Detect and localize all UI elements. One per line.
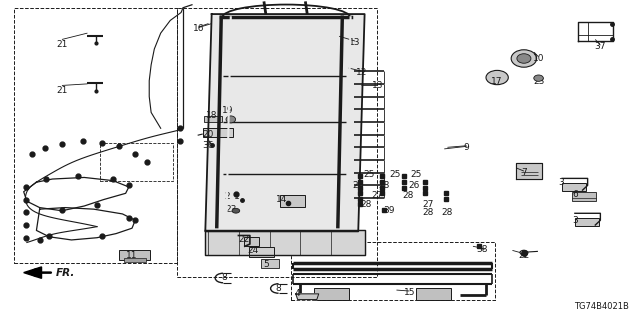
Text: 22: 22 bbox=[518, 251, 529, 260]
Text: 15: 15 bbox=[403, 288, 415, 297]
Text: 7: 7 bbox=[521, 168, 527, 177]
Text: 37: 37 bbox=[595, 42, 606, 51]
Polygon shape bbox=[24, 267, 42, 278]
Text: FR.: FR. bbox=[56, 268, 75, 278]
Text: 10: 10 bbox=[533, 54, 544, 63]
Text: 21: 21 bbox=[56, 40, 68, 49]
Polygon shape bbox=[516, 163, 541, 179]
Bar bbox=[575, 218, 599, 226]
Bar bbox=[119, 251, 150, 260]
Ellipse shape bbox=[511, 50, 537, 67]
Text: 9: 9 bbox=[464, 143, 469, 152]
Text: 19: 19 bbox=[222, 106, 234, 115]
Text: 22: 22 bbox=[238, 235, 249, 244]
Text: 28: 28 bbox=[361, 200, 372, 209]
Bar bbox=[14, 8, 177, 263]
Text: TG74B4021B: TG74B4021B bbox=[574, 302, 629, 311]
Ellipse shape bbox=[534, 75, 543, 81]
Text: 14: 14 bbox=[276, 195, 287, 204]
Ellipse shape bbox=[232, 208, 240, 213]
Bar bbox=[415, 288, 451, 300]
Text: 27: 27 bbox=[372, 191, 383, 200]
Ellipse shape bbox=[486, 70, 508, 85]
Text: 18: 18 bbox=[206, 111, 218, 120]
Polygon shape bbox=[205, 230, 365, 255]
Bar bbox=[124, 258, 146, 261]
Text: 6: 6 bbox=[572, 190, 578, 199]
Bar bbox=[100, 142, 173, 180]
Text: 2: 2 bbox=[225, 192, 230, 201]
Text: 25: 25 bbox=[410, 170, 421, 179]
Ellipse shape bbox=[517, 54, 531, 63]
Text: 26: 26 bbox=[353, 181, 364, 190]
Text: 17: 17 bbox=[492, 77, 503, 86]
Bar bbox=[203, 128, 234, 137]
Polygon shape bbox=[205, 14, 365, 231]
Text: 13: 13 bbox=[372, 81, 383, 90]
Text: 16: 16 bbox=[193, 24, 205, 33]
Bar bbox=[280, 195, 305, 207]
Text: 38: 38 bbox=[477, 245, 488, 254]
Polygon shape bbox=[296, 294, 319, 300]
Bar bbox=[572, 192, 596, 201]
Bar bbox=[291, 242, 495, 300]
Ellipse shape bbox=[226, 116, 236, 123]
Text: 8: 8 bbox=[221, 273, 227, 282]
Bar bbox=[244, 237, 259, 246]
Text: 5: 5 bbox=[263, 260, 269, 269]
Text: 12: 12 bbox=[356, 68, 367, 77]
Text: 36: 36 bbox=[203, 141, 214, 150]
Text: 13: 13 bbox=[349, 38, 361, 47]
Text: 28: 28 bbox=[403, 191, 413, 200]
Text: 25: 25 bbox=[364, 170, 375, 179]
Bar bbox=[177, 8, 378, 277]
Text: 11: 11 bbox=[126, 251, 138, 260]
Bar bbox=[261, 259, 279, 268]
Text: 23: 23 bbox=[533, 77, 544, 86]
Bar bbox=[248, 247, 274, 257]
Bar bbox=[204, 116, 222, 122]
Text: 1: 1 bbox=[234, 192, 240, 201]
Text: 21: 21 bbox=[56, 86, 68, 95]
Text: 4: 4 bbox=[295, 289, 301, 298]
Bar bbox=[314, 288, 349, 300]
Text: 27: 27 bbox=[422, 200, 434, 209]
Ellipse shape bbox=[520, 250, 528, 255]
Text: 3: 3 bbox=[572, 216, 578, 225]
Text: 26: 26 bbox=[408, 181, 420, 190]
Text: 3: 3 bbox=[558, 178, 564, 187]
Text: 28: 28 bbox=[422, 208, 434, 217]
Text: 28: 28 bbox=[378, 181, 389, 190]
Text: 23: 23 bbox=[225, 205, 236, 214]
Text: 24: 24 bbox=[248, 246, 259, 255]
Text: 28: 28 bbox=[442, 208, 453, 217]
Bar bbox=[562, 183, 586, 191]
Text: 39: 39 bbox=[383, 206, 395, 215]
Text: 8: 8 bbox=[276, 284, 282, 293]
Text: 20: 20 bbox=[203, 130, 214, 139]
Text: 25: 25 bbox=[390, 170, 401, 179]
